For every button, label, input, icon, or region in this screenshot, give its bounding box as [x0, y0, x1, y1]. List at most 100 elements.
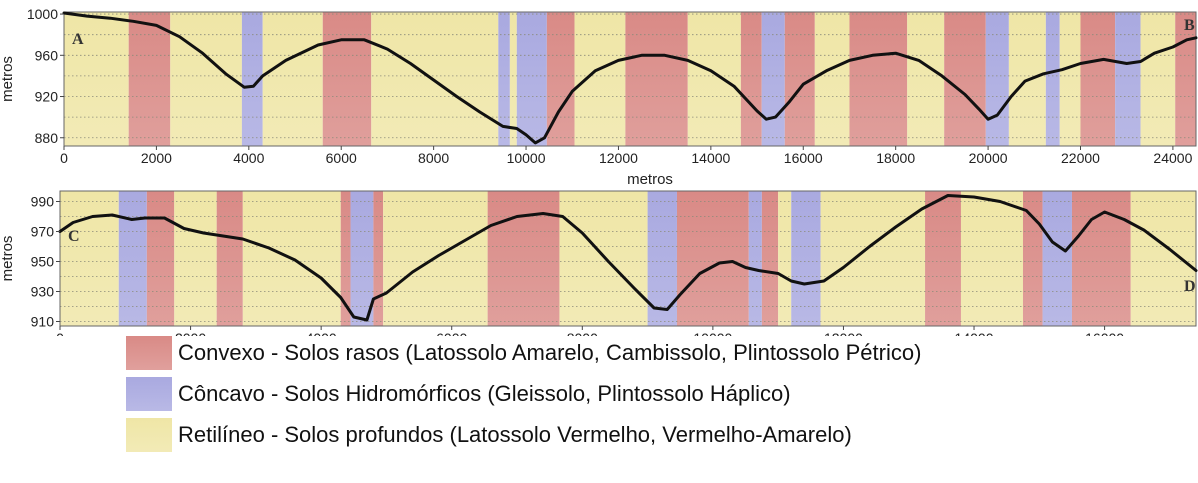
plot-frame	[63, 11, 1197, 147]
x-tick-label: 24000	[1153, 150, 1192, 166]
y-tick-label: 1000	[27, 6, 58, 22]
legend-item-concavo: Côncavo - Solos Hidromórficos (Gleissolo…	[126, 377, 1086, 413]
x-tick-label: 16000	[1085, 330, 1124, 336]
band-retilineo	[1140, 12, 1176, 146]
profile-a-b-chart: 0 2000 4000 6000 8000 10000 12000 14000 16000 180…	[0, 6, 1198, 188]
profile-line	[62, 11, 1198, 145]
y-axis-title: metros	[0, 56, 16, 102]
band-convexo	[1071, 191, 1131, 326]
x-tick-label: 4000	[233, 150, 264, 166]
x-tick-label: 10000	[507, 150, 546, 166]
x-tick-label: 6000	[326, 150, 357, 166]
x-tick-label: 16000	[784, 150, 823, 166]
band-convexo	[340, 191, 351, 326]
y-tick-label: 950	[31, 254, 55, 270]
band-concavo	[791, 191, 821, 326]
band-convexo	[676, 191, 749, 326]
legend-label-retilineo: Retilíneo - Solos profundos (Latossolo V…	[178, 422, 852, 447]
x-axis-title: metros	[627, 171, 673, 188]
band-concavo	[118, 191, 147, 326]
y-tick-label: 910	[31, 314, 55, 330]
profile-end-label: B	[1184, 17, 1195, 34]
band-concavo	[516, 12, 547, 146]
band-convexo	[625, 12, 688, 146]
legend-label-concavo: Côncavo - Solos Hidromórficos (Gleissolo…	[178, 381, 791, 406]
band-retilineo	[687, 12, 741, 146]
band-concavo	[985, 12, 1009, 146]
x-tick-label: 2000	[175, 330, 206, 336]
x-tick-label: 6000	[436, 330, 467, 336]
band-retilineo	[371, 12, 499, 146]
x-tick-label: 20000	[969, 150, 1008, 166]
band-concavo	[1115, 12, 1141, 146]
band-retilineo	[1059, 12, 1081, 146]
band-convexo	[1022, 191, 1043, 326]
y-axis-title: metros	[0, 236, 16, 282]
band-retilineo	[262, 12, 323, 146]
y-tick-label: 960	[35, 47, 59, 63]
legend-swatch-concavo	[126, 377, 172, 411]
band-concavo	[1045, 12, 1060, 146]
band-retilineo	[559, 191, 648, 326]
profile-line	[58, 194, 1198, 322]
band-retilineo	[907, 12, 945, 146]
band-retilineo	[174, 191, 217, 326]
band-retilineo	[778, 191, 792, 326]
band-convexo	[944, 12, 986, 146]
band-convexo	[128, 12, 171, 146]
band-convexo	[740, 12, 762, 146]
x-tick-label: 4000	[306, 330, 337, 336]
band-convexo	[925, 191, 961, 326]
y-tick-label: 920	[35, 89, 59, 105]
x-tick-label: 22000	[1061, 150, 1100, 166]
y-tick-label: 930	[31, 284, 55, 300]
x-tick-label: 8000	[418, 150, 449, 166]
profile-c-d-chart: 0 2000 4000 6000 8000 10000 12000 14000 16000 910…	[0, 190, 1198, 336]
band-retilineo	[170, 12, 242, 146]
band-convexo	[322, 12, 372, 146]
x-tick-label: 10000	[693, 330, 732, 336]
band-concavo	[498, 12, 510, 146]
x-tick-label: 2000	[141, 150, 172, 166]
band-convexo	[216, 191, 243, 326]
x-tick-label: 0	[56, 330, 64, 336]
y-tick-label: 970	[31, 224, 55, 240]
legend-swatch-convexo	[126, 336, 172, 370]
band-convexo	[849, 12, 908, 146]
band-retilineo	[1130, 191, 1196, 326]
band-retilineo	[960, 191, 1023, 326]
band-convexo	[487, 191, 560, 326]
band-retilineo	[574, 12, 626, 146]
band-retilineo	[814, 12, 850, 146]
band-convexo	[146, 191, 175, 326]
profile-end-label: D	[1184, 278, 1196, 295]
x-tick-label: 18000	[876, 150, 915, 166]
band-convexo	[1080, 12, 1116, 146]
band-retilineo	[820, 191, 926, 326]
x-tick-label: 14000	[955, 330, 994, 336]
band-concavo	[1042, 191, 1072, 326]
band-concavo	[748, 191, 762, 326]
legend-item-retilineo: Retilíneo - Solos profundos (Latossolo V…	[126, 418, 1086, 454]
band-retilineo	[60, 191, 119, 326]
band-convexo	[761, 191, 779, 326]
band-concavo	[350, 191, 374, 326]
profile-start-label: A	[72, 31, 84, 48]
band-concavo	[241, 12, 263, 146]
profile-start-label: C	[68, 228, 80, 245]
band-convexo	[1175, 12, 1196, 146]
band-retilineo	[509, 12, 517, 146]
band-convexo	[373, 191, 384, 326]
y-tick-label: 990	[31, 194, 55, 210]
x-tick-label: 12000	[824, 330, 863, 336]
plot-frame	[59, 190, 1197, 327]
legend-swatch-retilineo	[126, 418, 172, 452]
legend-item-convexo: Convexo - Solos rasos (Latossolo Amarelo…	[126, 336, 1086, 372]
elevation-profile-figure: 0 2000 4000 6000 8000 10000 12000 14000 16000 180…	[0, 6, 1198, 336]
x-tick-label: 0	[60, 150, 68, 166]
x-tick-label: 8000	[567, 330, 598, 336]
x-tick-label: 14000	[691, 150, 730, 166]
legend-label-convexo: Convexo - Solos rasos (Latossolo Amarelo…	[178, 340, 922, 365]
band-concavo	[761, 12, 785, 146]
x-tick-label: 12000	[599, 150, 638, 166]
